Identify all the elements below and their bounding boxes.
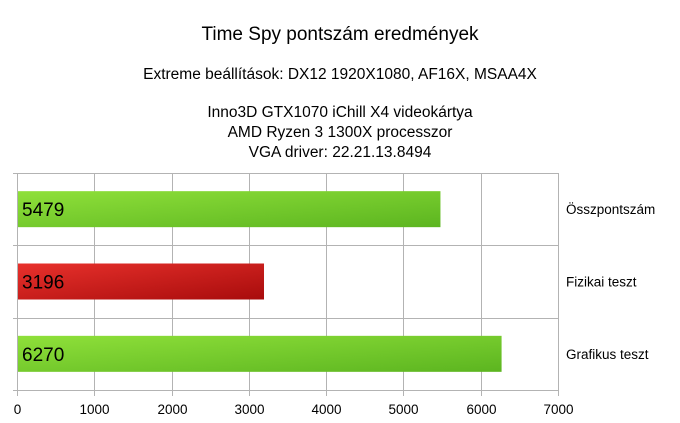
bars: 5479 Összpontszám 3196 Fizikai teszt 6270 Gra… — [18, 191, 655, 372]
x-tick-label: 6000 — [466, 402, 496, 417]
category-label: Fizikai teszt — [566, 275, 637, 290]
x-tick-label: 1000 — [79, 402, 109, 417]
bar-3 — [18, 335, 502, 372]
x-tick-label: 4000 — [311, 402, 341, 417]
x-axis: 0 1000 2000 3000 4000 5000 6000 7000 — [14, 390, 574, 417]
info-line-driver: VGA driver: 22.21.13.8494 — [248, 144, 432, 161]
bar-value-label: 3196 — [22, 273, 64, 294]
x-tick-label: 3000 — [234, 402, 264, 417]
bar-1 — [18, 191, 441, 228]
category-label: Összpontszám — [566, 202, 655, 217]
chart-title: Time Spy pontszám eredmények — [201, 24, 479, 45]
chart-subtitle: Extreme beállítások: DX12 1920X1080, AF1… — [143, 66, 537, 83]
bar-2 — [18, 263, 265, 300]
info-line-gpu: Inno3D GTX1070 iChill X4 videokártya — [207, 104, 473, 121]
x-tick-label: 2000 — [157, 402, 187, 417]
x-tick-label: 0 — [14, 402, 22, 417]
bar-value-label: 5479 — [22, 200, 64, 221]
x-tick-label: 7000 — [543, 402, 573, 417]
info-line-cpu: AMD Ryzen 3 1300X processzor — [227, 124, 453, 141]
bar-value-label: 6270 — [22, 345, 64, 366]
x-tick-label: 5000 — [388, 402, 418, 417]
category-label: Grafikus teszt — [566, 347, 649, 362]
